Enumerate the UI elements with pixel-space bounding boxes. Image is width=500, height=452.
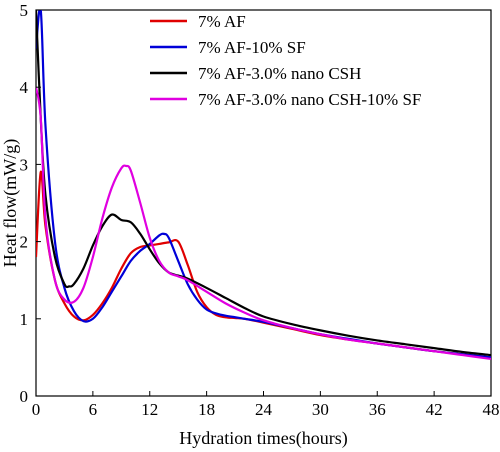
x-tick-label: 0 (32, 400, 41, 419)
legend-label-1: 7% AF (198, 12, 246, 31)
x-tick-label: 12 (141, 400, 158, 419)
series-line-1 (36, 170, 491, 359)
x-axis-title: Hydration times(hours) (179, 428, 347, 449)
x-tick-label: 48 (483, 400, 500, 419)
series-layer (36, 10, 491, 361)
legend: 7% AF 7% AF-10% SF 7% AF-3.0% nano CSH 7% A… (150, 12, 421, 109)
y-tick-label: 1 (20, 310, 29, 329)
series-line-2 (36, 10, 491, 359)
x-tick-label: 18 (198, 400, 215, 419)
x-tick-label: 6 (89, 400, 98, 419)
y-tick-label: 5 (20, 1, 29, 20)
legend-label-4: 7% AF-3.0% nano CSH-10% SF (198, 90, 421, 109)
y-tick-label: 2 (20, 233, 29, 252)
y-tick-label: 3 (20, 155, 29, 174)
y-axis-title: Heat flow(mW/g) (0, 139, 21, 267)
legend-label-2: 7% AF-10% SF (198, 38, 306, 57)
x-tick-label: 30 (312, 400, 329, 419)
y-tick-label: 0 (20, 387, 29, 406)
series-line-3 (36, 10, 491, 357)
legend-label-3: 7% AF-3.0% nano CSH (198, 64, 361, 83)
series-line-4 (36, 87, 491, 361)
y-tick-label: 4 (20, 78, 29, 97)
x-tick-label: 36 (369, 400, 386, 419)
x-tick-label: 24 (255, 400, 273, 419)
x-tick-label: 42 (426, 400, 443, 419)
